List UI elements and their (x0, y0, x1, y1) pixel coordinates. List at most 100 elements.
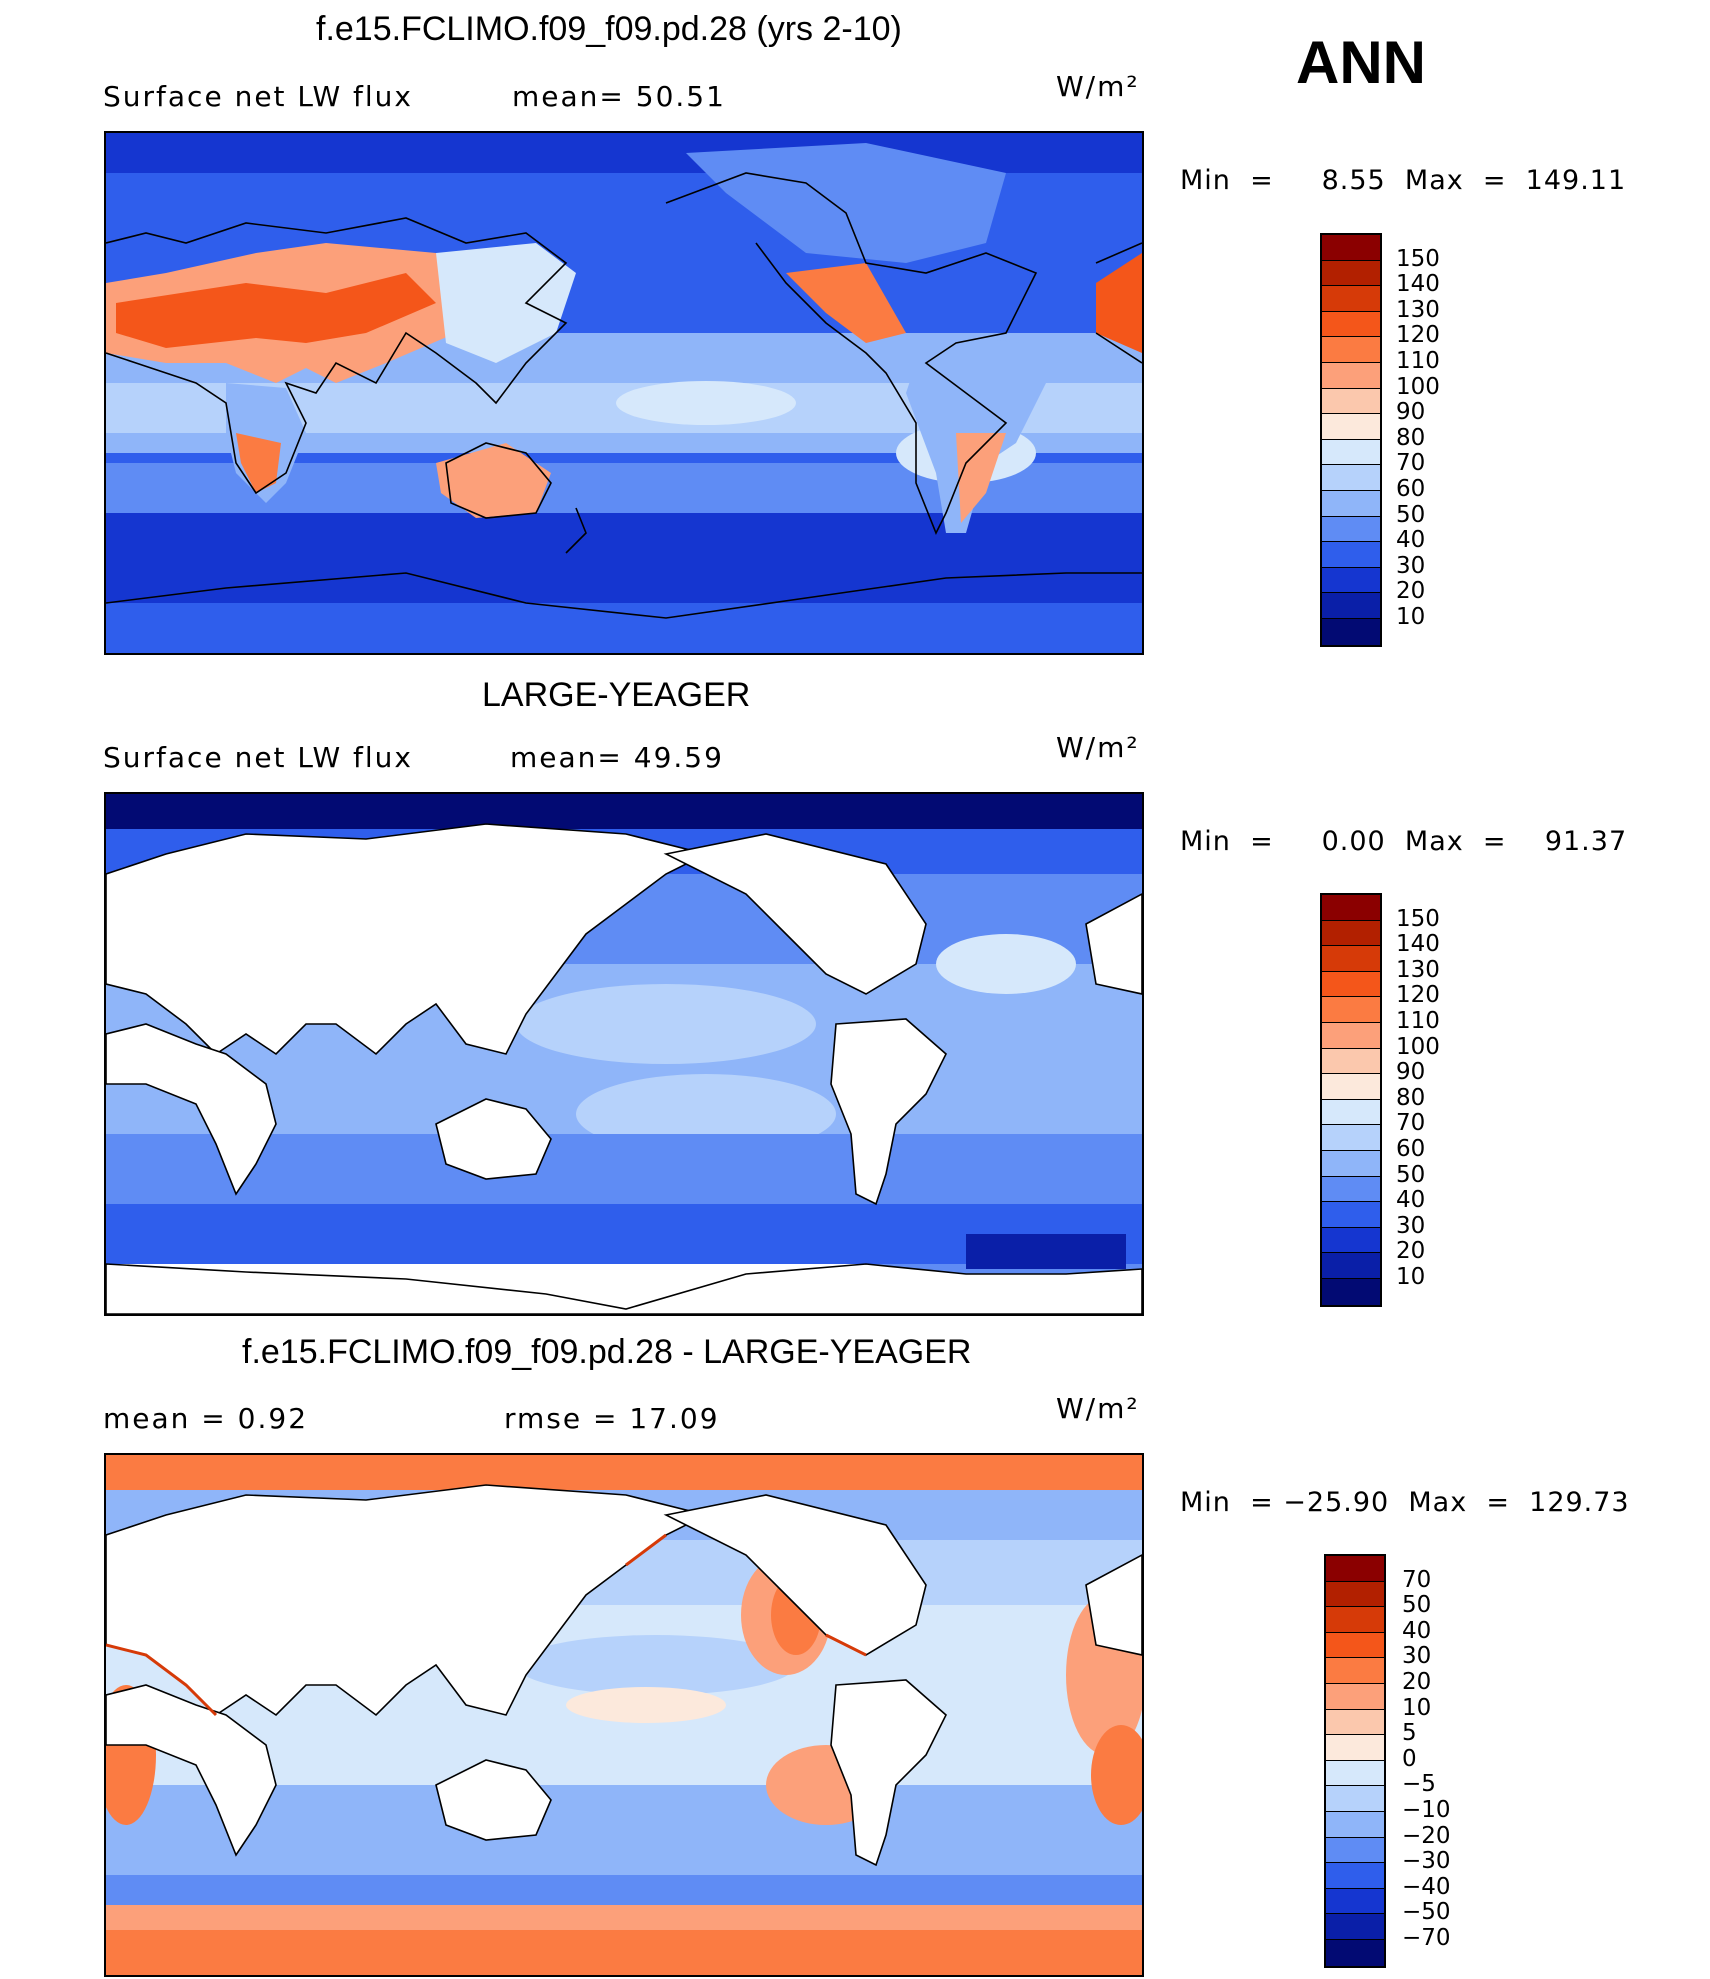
panel1-colorbar-swatch (1322, 235, 1380, 261)
panel3-colorbar-swatch (1326, 1658, 1384, 1684)
colorbar-tick-label: 130 (1396, 956, 1440, 983)
season-label: ANN (1296, 29, 1426, 96)
colorbar-tick-label: 20 (1396, 1238, 1426, 1265)
panel2-colorbar-swatch (1322, 1022, 1380, 1049)
colorbar-tick-label: 10 (1396, 604, 1426, 630)
panel1-colorbar-swatch (1322, 567, 1380, 594)
colorbar-tick-label: −70 (1402, 1925, 1451, 1951)
colorbar-tick-label: 40 (1396, 1187, 1426, 1214)
colorbar-tick-label: 10 (1402, 1694, 1432, 1721)
panel1-colorbar (1320, 233, 1382, 647)
panel1-mean-label: mean= 50.51 (512, 80, 726, 113)
panel3-colorbar-swatch (1326, 1709, 1384, 1736)
panel1-colorbar-swatch (1322, 490, 1380, 517)
panel3-colorbar-swatch (1326, 1837, 1384, 1864)
colorbar-tick-label: 90 (1396, 1059, 1426, 1086)
panel3-colorbar-swatch (1326, 1863, 1384, 1889)
colorbar-tick-label: 70 (1396, 450, 1426, 477)
panel3-map (104, 1453, 1144, 1977)
panel2-colorbar-swatch (1322, 1202, 1380, 1228)
colorbar-tick-label: −5 (1402, 1771, 1436, 1798)
panel2-colorbar-swatch (1322, 920, 1380, 947)
panel1-colorbar-swatch (1322, 311, 1380, 338)
colorbar-tick-label: 40 (1396, 527, 1426, 554)
panel2-colorbar-swatch (1322, 1278, 1380, 1305)
panel2-colorbar-swatch (1322, 946, 1380, 972)
colorbar-tick-label: 80 (1396, 1084, 1426, 1111)
colorbar-tick-label: 150 (1396, 245, 1440, 272)
panel1-colorbar-swatch (1322, 618, 1380, 645)
panel3-map-field (106, 1455, 1142, 1975)
panel2-colorbar-swatch (1322, 971, 1380, 998)
panel2-title: LARGE-YEAGER (482, 676, 751, 714)
colorbar-tick-label: 110 (1396, 1008, 1440, 1034)
colorbar-tick-label: −30 (1402, 1848, 1451, 1875)
panel2-colorbar-swatch (1322, 1125, 1380, 1151)
colorbar-tick-label: 30 (1402, 1643, 1432, 1670)
panel1-colorbar-swatch (1322, 362, 1380, 389)
panel1-minmax: Min = 8.55 Max = 149.11 (1180, 165, 1627, 196)
colorbar-tick-label: −40 (1402, 1873, 1451, 1900)
panel3-colorbar-swatch (1326, 1939, 1384, 1966)
colorbar-tick-label: 90 (1396, 399, 1426, 426)
panel2-colorbar (1320, 893, 1382, 1307)
panel2-units-label: W/m² (1056, 731, 1140, 764)
colorbar-tick-label: 30 (1396, 1212, 1426, 1239)
panel3-colorbar-swatch (1326, 1607, 1384, 1633)
panel2-colorbar-swatch (1322, 1099, 1380, 1126)
colorbar-tick-label: 20 (1396, 578, 1426, 605)
colorbar-tick-label: 0 (1402, 1745, 1417, 1772)
colorbar-tick-label: 100 (1396, 373, 1440, 400)
panel3-colorbar-swatch (1326, 1786, 1384, 1812)
panel3-minmax: Min = −25.90 Max = 129.73 (1180, 1487, 1630, 1518)
panel2-colorbar-swatch (1322, 1176, 1380, 1203)
panel1-colorbar-swatch (1322, 260, 1380, 287)
panel3-colorbar-swatch (1326, 1914, 1384, 1940)
colorbar-tick-label: 120 (1396, 982, 1440, 1009)
panel2-colorbar-swatch (1322, 895, 1380, 921)
panel1-colorbar-swatch (1322, 465, 1380, 491)
panel2-colorbar-swatch (1322, 1150, 1380, 1177)
panel1-colorbar-swatch (1322, 414, 1380, 440)
panel3-rmse-label: rmse = 17.09 (504, 1402, 720, 1435)
panel1-colorbar-swatch (1322, 542, 1380, 568)
colorbar-tick-label: 120 (1396, 322, 1440, 349)
colorbar-tick-label: −50 (1402, 1899, 1451, 1926)
panel3-units-label: W/m² (1056, 1392, 1140, 1425)
panel3-colorbar-swatch (1326, 1811, 1384, 1838)
colorbar-tick-label: 20 (1402, 1669, 1432, 1695)
panel3-colorbar-swatch (1326, 1581, 1384, 1608)
panel3-title: f.e15.FCLIMO.f09_f09.pd.28 - LARGE-YEAGE… (242, 1333, 972, 1371)
colorbar-tick-label: 110 (1396, 348, 1440, 374)
panel1-colorbar-swatch (1322, 593, 1380, 619)
panel2-colorbar-swatch (1322, 1074, 1380, 1100)
panel1-colorbar-swatch (1322, 516, 1380, 543)
panel3-colorbar-swatch (1326, 1556, 1384, 1582)
panel1-title: f.e15.FCLIMO.f09_f09.pd.28 (yrs 2-10) (316, 10, 902, 48)
colorbar-tick-label: 5 (1402, 1720, 1417, 1747)
colorbar-tick-label: 40 (1402, 1617, 1432, 1644)
colorbar-tick-label: 130 (1396, 296, 1440, 323)
colorbar-tick-label: 140 (1396, 271, 1440, 298)
panel1-colorbar-swatch (1322, 439, 1380, 466)
panel1-colorbar-swatch (1322, 337, 1380, 363)
panel2-colorbar-swatch (1322, 1253, 1380, 1279)
panel1-colorbar-swatch (1322, 286, 1380, 312)
panel2-minmax: Min = 0.00 Max = 91.37 (1180, 826, 1628, 857)
panel3-colorbar-swatch (1326, 1735, 1384, 1761)
panel1-variable-label: Surface net LW flux (103, 80, 413, 113)
panel1-units-label: W/m² (1056, 70, 1140, 103)
panel3-mean-label: mean = 0.92 (103, 1402, 309, 1435)
colorbar-tick-label: −20 (1402, 1822, 1451, 1849)
colorbar-tick-label: 50 (1402, 1592, 1432, 1619)
colorbar-tick-label: 10 (1396, 1264, 1426, 1290)
colorbar-tick-label: 70 (1402, 1566, 1432, 1593)
colorbar-tick-label: 150 (1396, 905, 1440, 932)
panel2-variable-label: Surface net LW flux (103, 741, 413, 774)
panel3-colorbar-swatch (1326, 1683, 1384, 1710)
panel2-colorbar-swatch (1322, 1048, 1380, 1075)
colorbar-tick-label: 30 (1396, 552, 1426, 579)
panel1-map-field (106, 133, 1142, 653)
panel2-colorbar-swatch (1322, 997, 1380, 1023)
colorbar-tick-label: −10 (1402, 1797, 1451, 1823)
